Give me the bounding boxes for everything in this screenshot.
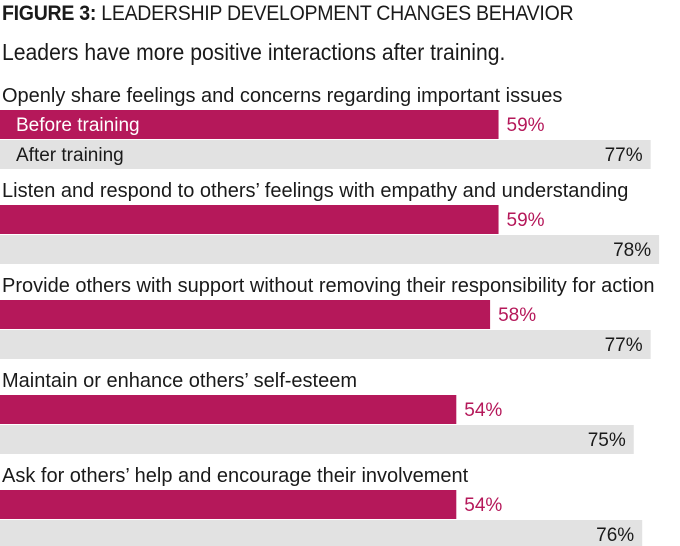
category-label: Listen and respond to others’ feelings w… — [2, 180, 628, 202]
legend-label-before: Before training — [16, 115, 140, 136]
bar-before-training — [0, 300, 491, 329]
category-label: Openly share feelings and concerns regar… — [2, 85, 562, 107]
data-label-before: 58% — [498, 305, 536, 326]
data-label-after: 77% — [605, 145, 643, 166]
category-label: Maintain or enhance others’ self-esteem — [2, 370, 357, 392]
figure-subtitle: Leaders have more positive interactions … — [2, 39, 506, 65]
data-label-after: 78% — [613, 240, 651, 261]
bar-before-training — [0, 490, 457, 519]
category-label: Ask for others’ help and encourage their… — [2, 465, 469, 487]
figure-title-text: LEADERSHIP DEVELOPMENT CHANGES BEHAVIOR — [101, 2, 574, 25]
bar-after-training — [0, 520, 643, 546]
bar-before-training — [0, 395, 457, 424]
data-label-after: 77% — [605, 335, 643, 356]
category-label: Provide others with support without remo… — [2, 275, 655, 297]
figure-label: FIGURE 3: — [2, 2, 97, 25]
bar-after-training — [0, 330, 651, 359]
data-label-before: 54% — [464, 495, 502, 516]
data-label-before: 59% — [507, 210, 545, 231]
data-label-after: 75% — [588, 430, 626, 451]
bar-before-training — [0, 110, 499, 139]
bar-after-training — [0, 425, 634, 454]
bar-after-training — [0, 235, 660, 264]
legend-label-after: After training — [16, 145, 124, 166]
data-label-before: 54% — [464, 400, 502, 421]
bar-after-training — [0, 140, 651, 169]
data-label-after: 76% — [596, 525, 634, 546]
figure-title: FIGURE 3: LEADERSHIP DEVELOPMENT CHANGES… — [2, 1, 574, 27]
data-label-before: 59% — [507, 115, 545, 136]
bar-before-training — [0, 205, 499, 234]
